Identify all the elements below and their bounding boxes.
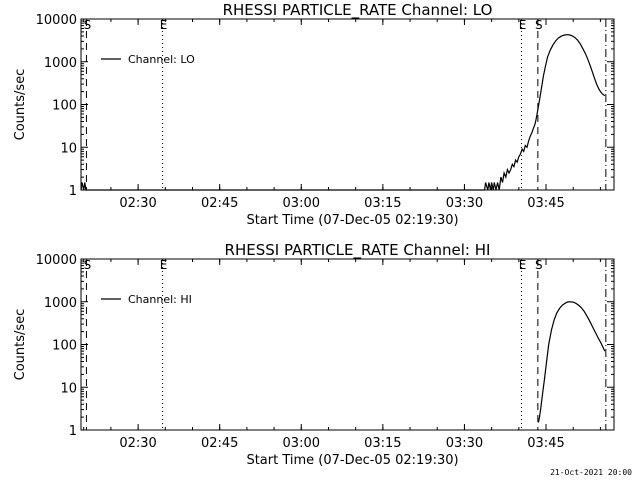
event-marker-label: S [84,258,92,272]
data-series-line [80,34,606,191]
event-marker-label: E [160,258,168,272]
chart-title: RHESSI PARTICLE_RATE Channel: HI [225,241,491,260]
event-marker-label: S [535,18,543,32]
x-tick-label: 03:30 [446,436,483,451]
x-tick-label: 02:45 [201,436,238,451]
y-axis-label: Counts/sec [13,309,28,381]
y-tick-label: 10000 [36,253,77,268]
y-tick-label: 10 [60,381,77,396]
event-marker-label: S [535,258,543,272]
chart-panel-2: RHESSI PARTICLE_RATE Channel: HI 02:30 02:… [13,241,615,468]
x-tick-label: 03:15 [364,436,401,451]
y-tick-label: 1000 [44,296,77,311]
x-tick-label: 03:30 [446,196,483,211]
legend-label: Channel: LO [128,53,195,66]
chart-panel-1: RHESSI PARTICLE_RATE Channel: LO 02:30 02:… [13,1,615,228]
y-tick-label: 100 [52,99,77,114]
y-axis-label: Counts/sec [13,69,28,141]
x-tick-label: 03:00 [283,196,320,211]
x-tick-label: 02:30 [119,436,156,451]
x-tick-label: 03:15 [364,196,401,211]
x-tick-label: 03:45 [527,436,564,451]
x-tick-label: 03:45 [527,196,564,211]
data-series-line [537,301,606,423]
x-tick-label: 03:00 [283,436,320,451]
y-tick-label: 1 [69,184,77,199]
x-tick-label: 02:30 [119,196,156,211]
y-tick-label: 1000 [44,56,77,71]
legend-label: Channel: HI [128,293,192,306]
event-marker-label: E [519,18,527,32]
y-tick-label: 100 [52,339,77,354]
plot-frame [80,18,615,191]
chart-title: RHESSI PARTICLE_RATE Channel: LO [223,1,493,20]
y-tick-label: 10000 [36,13,77,28]
event-marker-label: S [84,18,92,32]
y-tick-label: 10 [60,141,77,156]
plot-frame [80,258,615,431]
generation-timestamp: 21-Oct-2021 20:00 [550,468,632,477]
x-axis-label: Start Time (07-Dec-05 02:19:30) [246,453,458,468]
y-tick-label: 1 [69,424,77,439]
event-marker-label: E [519,258,527,272]
event-marker-label: E [160,18,168,32]
x-tick-label: 02:45 [201,196,238,211]
x-axis-label: Start Time (07-Dec-05 02:19:30) [246,213,458,228]
